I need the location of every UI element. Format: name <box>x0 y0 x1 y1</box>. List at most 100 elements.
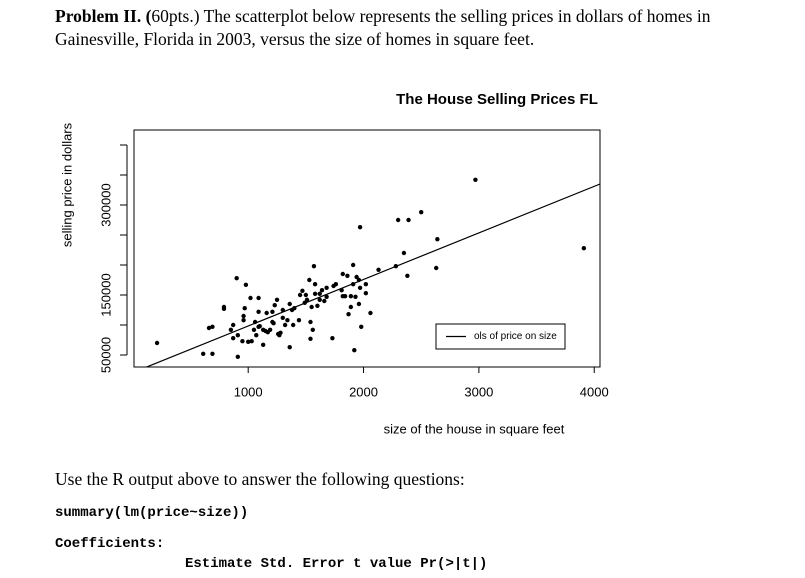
point <box>274 297 280 302</box>
point <box>234 276 239 281</box>
point <box>340 294 345 299</box>
point <box>319 288 325 293</box>
point <box>348 304 354 310</box>
point <box>154 340 160 346</box>
point <box>359 324 364 329</box>
chart-title: The House Selling Prices FL <box>396 91 598 108</box>
point <box>352 348 357 353</box>
point <box>267 327 273 332</box>
legend: ols of price on size <box>435 323 566 350</box>
point <box>317 297 322 302</box>
x-tick-label: 1000 <box>234 384 263 399</box>
point <box>317 291 322 296</box>
x-axis-label: size of the house in square feet <box>384 421 565 436</box>
point <box>311 264 317 269</box>
point <box>357 225 363 230</box>
point <box>340 271 345 277</box>
code-line: summary(lm(price~size)) <box>55 505 249 521</box>
point <box>221 304 227 310</box>
point <box>248 295 253 301</box>
point <box>307 277 312 283</box>
x-tick-label: 2000 <box>349 384 378 399</box>
point <box>271 321 276 326</box>
point <box>356 301 362 307</box>
point <box>473 177 478 182</box>
point <box>434 265 439 271</box>
point <box>210 324 215 329</box>
point <box>249 339 254 344</box>
point <box>348 294 354 299</box>
point <box>241 313 246 319</box>
point <box>581 246 587 251</box>
point <box>395 217 401 223</box>
point <box>260 342 266 347</box>
point <box>419 210 424 215</box>
point <box>376 267 381 272</box>
point <box>235 333 241 338</box>
point <box>210 351 215 356</box>
point <box>256 309 261 314</box>
point <box>272 303 277 308</box>
point <box>322 298 327 304</box>
point <box>282 322 288 328</box>
fit-line <box>145 183 600 367</box>
point <box>264 310 269 316</box>
point <box>353 294 358 299</box>
problem-line: Problem II. (60pts.) The scatterplot bel… <box>55 6 710 27</box>
x-tick-label: 3000 <box>464 384 493 399</box>
x-tick-label: 4000 <box>580 384 609 399</box>
point <box>304 297 310 302</box>
point <box>290 322 296 328</box>
point <box>363 282 369 287</box>
point <box>310 327 315 332</box>
chart: The House Selling Prices FL size of the … <box>59 91 609 436</box>
point <box>312 282 318 287</box>
points <box>154 177 587 359</box>
problem-text: Gainesville, Florida in 2003, versus the… <box>55 29 535 49</box>
point <box>308 336 313 341</box>
point <box>206 325 212 331</box>
instruction: Use the R output above to answer the fol… <box>55 469 465 489</box>
point <box>257 324 262 329</box>
point <box>297 292 303 298</box>
point <box>256 295 261 301</box>
point <box>241 318 246 323</box>
point <box>300 288 305 293</box>
point <box>406 217 411 223</box>
point <box>228 327 234 332</box>
point <box>243 282 249 287</box>
code-line: Coefficients: <box>55 536 165 552</box>
point <box>285 318 290 323</box>
point <box>309 304 314 310</box>
problem-label: Problem II. ( <box>55 6 152 26</box>
point <box>240 339 245 344</box>
problem-text: 60pts.) The scatterplot below represents… <box>151 6 711 26</box>
plot-frame <box>133 129 601 368</box>
point <box>245 339 251 344</box>
point <box>315 303 320 308</box>
point <box>242 306 247 311</box>
point <box>287 301 292 307</box>
point <box>308 319 313 325</box>
point <box>296 318 302 323</box>
y-tick-label: 300000 <box>98 183 113 226</box>
point <box>251 327 257 332</box>
y-tick-label: 150000 <box>98 273 113 316</box>
point <box>230 336 236 341</box>
point <box>235 354 241 359</box>
point <box>324 294 329 299</box>
point <box>303 292 309 298</box>
point <box>230 322 236 328</box>
point <box>405 273 410 278</box>
point <box>280 315 285 320</box>
y-axis-label: selling price in dollars <box>59 122 74 247</box>
point <box>254 333 259 338</box>
point <box>330 336 335 341</box>
point <box>363 291 369 296</box>
point <box>333 282 339 287</box>
code-line: Estimate Std. Error t value Pr(>|t|) <box>185 556 488 572</box>
point <box>401 250 407 256</box>
y-tick-label: 50000 <box>98 337 113 373</box>
point <box>350 262 356 268</box>
point <box>357 285 363 290</box>
